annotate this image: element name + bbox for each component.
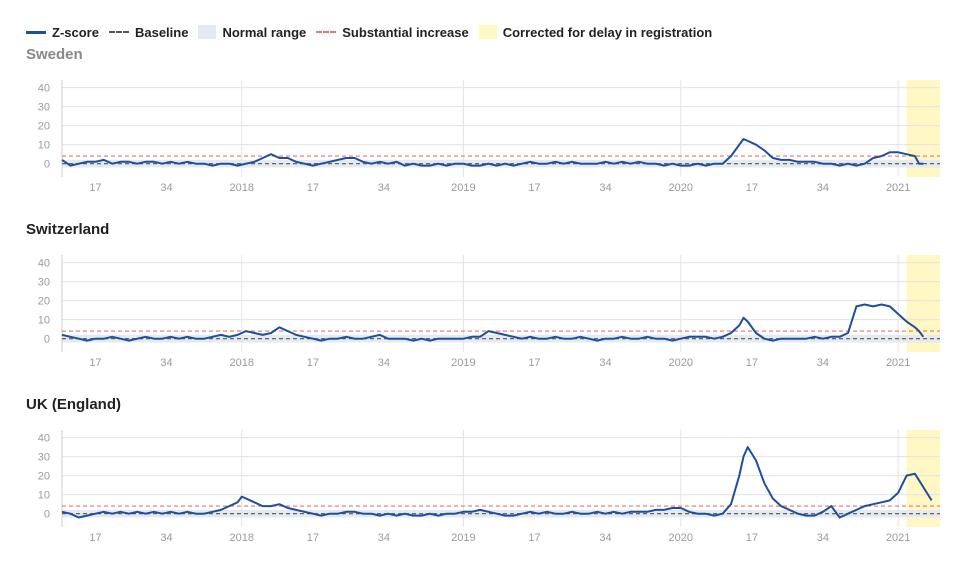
switzerland-y-tick-label: 20 — [38, 296, 50, 308]
legend-substantial-swatch — [316, 31, 337, 33]
switzerland-y-tick-label: 40 — [38, 258, 50, 270]
uk-england-x-tick-label: 34 — [378, 532, 390, 544]
legend: Z-score Baseline Normal range Substantia… — [26, 22, 722, 42]
sweden-y-tick-label: 20 — [38, 121, 50, 133]
sweden-y-tick-label: 0 — [44, 159, 50, 171]
sweden-y-tick-label: 40 — [38, 83, 50, 95]
uk-england-x-tick-label: 17 — [746, 532, 758, 544]
legend-zscore[interactable]: Z-score — [26, 25, 99, 40]
legend-baseline-label: Baseline — [134, 24, 189, 40]
switzerland-x-tick-label: 2019 — [451, 357, 475, 369]
sweden-x-tick-label: 34 — [817, 182, 829, 194]
switzerland-x-tick-label: 17 — [89, 357, 101, 369]
uk-england-x-tick-label: 2021 — [886, 532, 910, 544]
panel-title-switzerland: Switzerland — [26, 221, 110, 238]
switzerland-x-tick-label: 2020 — [669, 357, 693, 369]
switzerland-x-tick-label: 17 — [528, 357, 540, 369]
sweden-x-tick-label: 2021 — [886, 182, 910, 194]
uk-england-x-tick-label: 2020 — [669, 532, 693, 544]
switzerland-x-tick-label: 34 — [817, 357, 829, 369]
legend-corrected-label: Corrected for delay in registration — [502, 24, 713, 40]
switzerland-x-tick-label: 2018 — [230, 357, 254, 369]
uk-england-y-tick-label: 30 — [38, 452, 50, 464]
uk-england-x-tick-label: 34 — [160, 532, 172, 544]
switzerland-x-tick-label: 34 — [160, 357, 172, 369]
sweden-x-tick-label: 34 — [378, 182, 390, 194]
sweden-x-tick-label: 17 — [89, 182, 101, 194]
uk-england-y-tick-label: 20 — [38, 471, 50, 483]
legend-zscore-swatch — [26, 30, 46, 34]
switzerland-x-tick-label: 17 — [307, 357, 319, 369]
uk-england-x-tick-label: 17 — [89, 532, 101, 544]
legend-normal-range[interactable]: Normal range — [198, 25, 306, 40]
sweden-y-tick-label: 10 — [38, 140, 50, 152]
sweden-x-tick-label: 34 — [599, 182, 611, 194]
uk-england-x-tick-label: 17 — [307, 532, 319, 544]
switzerland-x-tick-label: 17 — [746, 357, 758, 369]
legend-normal-range-label: Normal range — [222, 24, 307, 40]
sweden-x-tick-label: 2019 — [451, 182, 475, 194]
legend-normal-range-swatch — [198, 25, 217, 39]
panel-title-sweden: Sweden — [26, 46, 83, 63]
uk-england-y-tick-label: 0 — [44, 509, 50, 521]
legend-substantial-increase[interactable]: Substantial increase — [316, 24, 469, 40]
uk-england-x-tick-label: 17 — [528, 532, 540, 544]
uk-england-x-tick-label: 34 — [817, 532, 829, 544]
sweden-y-tick-label: 30 — [38, 102, 50, 114]
legend-baseline-swatch — [108, 31, 129, 33]
switzerland-x-tick-label: 34 — [599, 357, 611, 369]
sweden-zscore-series-line — [61, 138, 924, 167]
legend-substantial-label: Substantial increase — [342, 24, 469, 40]
uk-england-x-tick-label: 2018 — [230, 532, 254, 544]
switzerland-x-tick-label: 34 — [378, 357, 390, 369]
legend-baseline[interactable]: Baseline — [108, 24, 189, 40]
switzerland-zscore-series-line — [61, 303, 925, 342]
switzerland-y-tick-label: 30 — [38, 277, 50, 289]
sweden-x-tick-label: 17 — [528, 182, 540, 194]
uk-england-x-tick-label: 2019 — [451, 532, 475, 544]
legend-corrected-swatch — [478, 25, 497, 39]
sweden-x-tick-label: 17 — [307, 182, 319, 194]
uk-england-zscore-series-line — [61, 446, 933, 519]
panel-title-uk-england: UK (England) — [26, 396, 121, 413]
uk-england-y-tick-label: 40 — [38, 433, 50, 445]
legend-corrected[interactable]: Corrected for delay in registration — [478, 24, 713, 40]
sweden-x-tick-label: 2020 — [669, 182, 693, 194]
sweden-x-tick-label: 17 — [746, 182, 758, 194]
sweden-x-tick-label: 2018 — [230, 182, 254, 194]
legend-zscore-label: Z-score — [52, 24, 99, 40]
switzerland-y-tick-label: 10 — [38, 315, 50, 327]
switzerland-x-tick-label: 2021 — [886, 357, 910, 369]
sweden-x-tick-label: 34 — [160, 182, 172, 194]
uk-england-y-tick-label: 10 — [38, 490, 50, 502]
switzerland-y-tick-label: 0 — [44, 334, 50, 346]
uk-england-x-tick-label: 34 — [599, 532, 611, 544]
